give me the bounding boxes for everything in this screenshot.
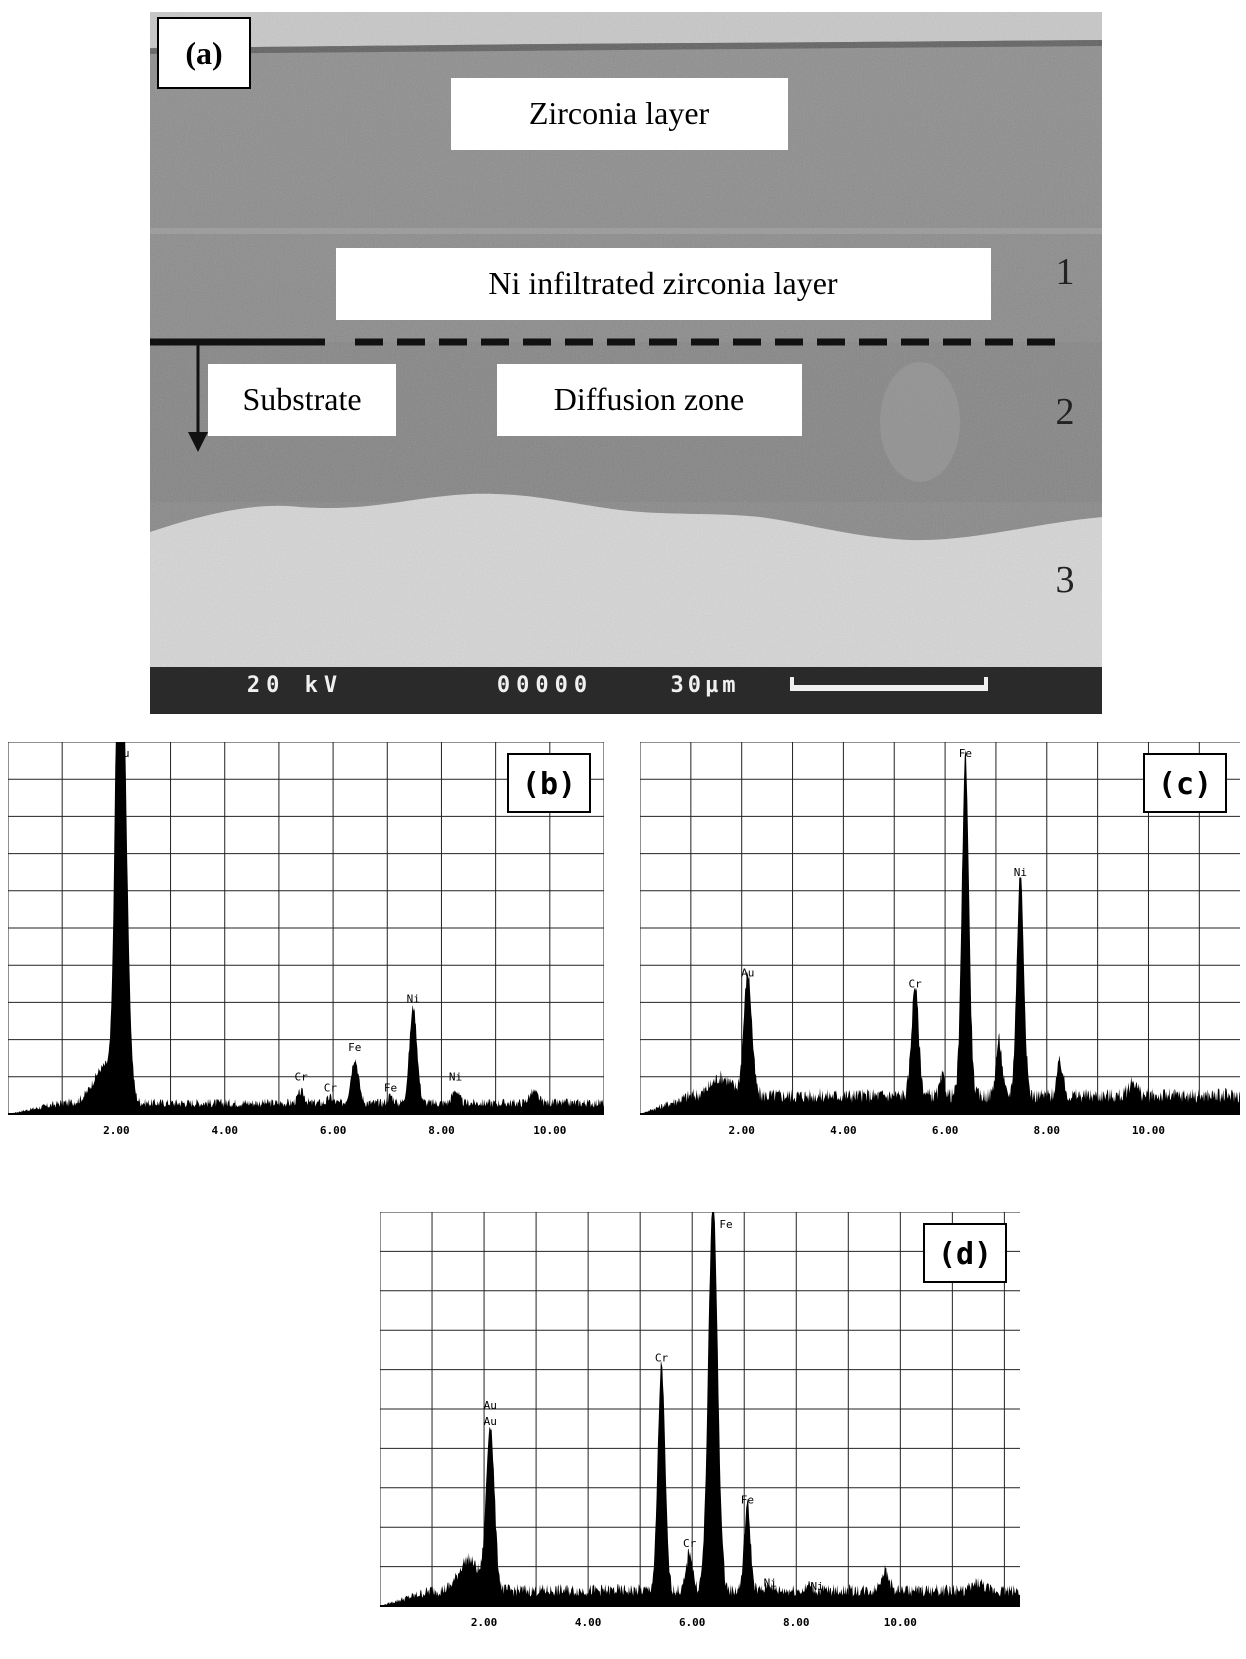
eds-spectrum-d: 2.00 4.00 6.00 8.00 10.00 Au Au Cr Fe Cr Fe Ni Ni (d) <box>379 1211 1020 1654</box>
zone-number-3: 3 <box>1056 559 1075 601</box>
zone-number-1: 1 <box>1056 251 1075 293</box>
peak-annotation: Fe <box>959 747 972 760</box>
peak-annotation: Ni <box>407 992 420 1005</box>
peak-annotation: Cr <box>655 1352 669 1365</box>
scalebar-voltage: 20 kV <box>247 673 343 698</box>
peak-annotation: Cr <box>324 1082 338 1095</box>
panel-a-label-box <box>157 17 251 89</box>
zirconia-layer-label: Zirconia layer <box>529 95 710 131</box>
panel-label: (c) <box>1158 767 1212 802</box>
peak-annotation: Ni <box>1014 866 1027 879</box>
x-tick-label: 4.00 <box>830 1124 857 1137</box>
scalebar-bar <box>790 685 988 691</box>
scalebar-code: 00000 <box>497 673 593 698</box>
x-tick-label: 4.00 <box>575 1616 602 1629</box>
eds-spectrum-b: 2.00 4.00 6.00 8.00 10.00 Au Au Cr Cr Fe Fe Ni Ni (b) <box>7 732 605 1162</box>
diffusion-label-box <box>497 364 802 436</box>
peak-annotation: Au <box>741 966 754 979</box>
peak-annotation: Cr <box>908 978 922 991</box>
peak-annotation: Cr <box>683 1537 697 1550</box>
eds-spectrum-b-plot: 2.00 4.00 6.00 8.00 10.00 Au Au Cr Cr Fe Fe Ni Ni (b) <box>7 732 605 1137</box>
peak-annotation: Fe <box>384 1082 397 1095</box>
arrow-head <box>188 432 208 452</box>
x-tick-label: 10.00 <box>1132 1124 1165 1137</box>
peak-annotation: Cr <box>294 1071 308 1084</box>
x-tick-label: 10.00 <box>884 1616 917 1629</box>
x-tick-label: 6.00 <box>679 1616 706 1629</box>
peak-annotation: Ni <box>764 1576 777 1589</box>
peak-annotation: Au <box>116 742 129 745</box>
panel-label-box <box>507 753 591 813</box>
substrate-label-box <box>208 364 396 436</box>
zirconia-label-box <box>451 78 788 150</box>
peak-annotation: Fe <box>348 1041 361 1054</box>
x-tick-label: 2.00 <box>728 1124 755 1137</box>
peak-annotation: Ni <box>810 1580 823 1593</box>
sem-micrograph: (a) Zirconia layer Ni infiltrated zircon… <box>150 12 1102 714</box>
peak-annotation: Ni <box>449 1071 462 1084</box>
panel-a-label: (a) <box>185 35 222 71</box>
scalebar-tick-right <box>984 677 988 691</box>
x-tick-label: 2.00 <box>103 1124 130 1137</box>
peak-annotation: Fe <box>741 1494 754 1507</box>
panel-label: (b) <box>522 767 576 802</box>
scalebar-length: 30µm <box>671 673 740 698</box>
panel-label: (d) <box>938 1237 992 1272</box>
spectrum-trace <box>8 742 604 1114</box>
peak-annotation: Au <box>484 1399 497 1412</box>
panel-label-box <box>923 1223 1007 1283</box>
eds-spectrum-c-plot: 2.00 4.00 6.00 8.00 10.00 Au Cr Fe Ni (c) <box>639 741 1240 1137</box>
diffusion-zone-label: Diffusion zone <box>554 381 744 417</box>
x-tick-label: 8.00 <box>428 1124 455 1137</box>
x-tick-label: 10.00 <box>533 1124 566 1137</box>
bright-spot <box>880 362 960 482</box>
peak-annotation: Fe <box>719 1218 732 1231</box>
panel-label-box <box>1143 753 1227 813</box>
substrate-label: Substrate <box>242 381 361 417</box>
scalebar-tick-left <box>790 677 794 691</box>
ni-layer-label-box <box>336 248 991 320</box>
peak-annotation: Au <box>116 747 129 760</box>
eds-spectrum-c: 2.00 4.00 6.00 8.00 10.00 Au Cr Fe Ni (c) <box>639 741 1240 1162</box>
x-tick-label: 6.00 <box>932 1124 959 1137</box>
x-tick-label: 8.00 <box>1034 1124 1061 1137</box>
zone-number-2: 2 <box>1056 391 1075 433</box>
x-tick-label: 2.00 <box>471 1616 498 1629</box>
x-tick-label: 8.00 <box>783 1616 810 1629</box>
sem-cross-section-image: (a) Zirconia layer Ni infiltrated zircon… <box>150 12 1102 714</box>
eds-spectrum-d-plot: 2.00 4.00 6.00 8.00 10.00 Au Au Cr Fe Cr Fe Ni Ni (d) <box>379 1211 1020 1629</box>
x-tick-label: 4.00 <box>211 1124 238 1137</box>
x-tick-label: 6.00 <box>320 1124 347 1137</box>
ni-infiltrated-layer-label: Ni infiltrated zirconia layer <box>488 265 838 301</box>
peak-annotation: Au <box>484 1415 497 1428</box>
